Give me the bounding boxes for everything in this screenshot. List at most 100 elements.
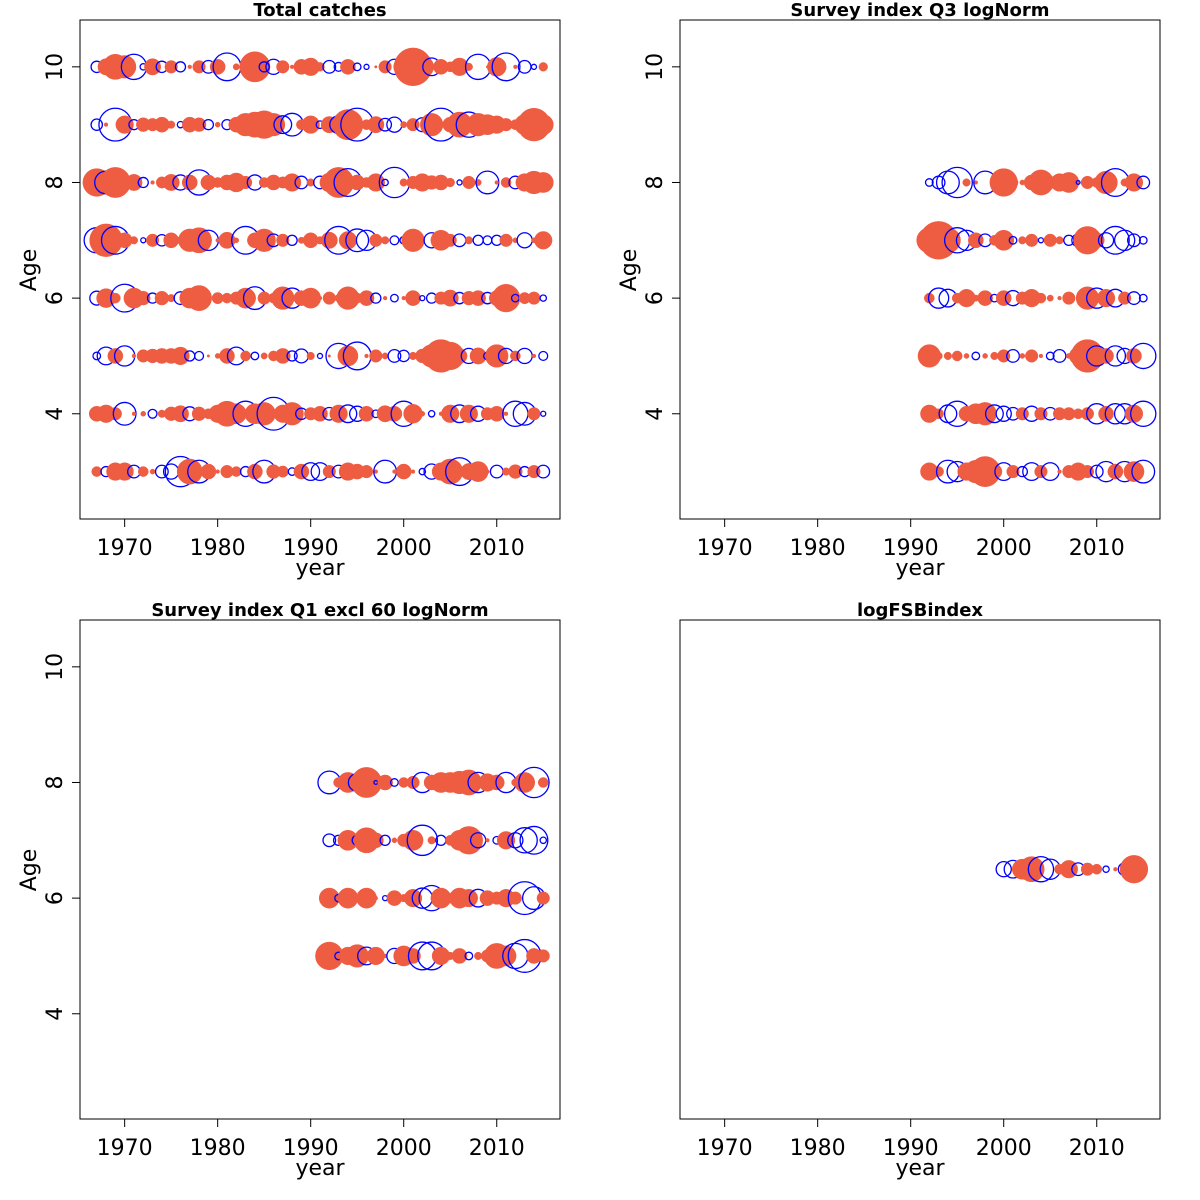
bubble [131,411,137,416]
bubble [470,290,486,306]
bubble [90,118,104,131]
bubble [286,350,298,362]
x-tick-label: 1980 [190,1136,246,1161]
bubble [392,469,397,474]
bubble [1018,856,1045,883]
y-tick-label: 6 [643,291,668,305]
bubble [92,351,102,361]
x-axis-label: year [895,1156,945,1181]
bubble [176,458,203,485]
bubble [1038,353,1044,359]
x-tick-label: 1970 [697,536,753,561]
bubble [1006,465,1020,479]
bubble [488,405,505,422]
bubble [459,404,478,423]
bubble [164,60,178,74]
bubble [464,951,474,961]
bubble [437,458,464,485]
bubble [491,284,521,313]
bubble [378,60,392,74]
bubble [500,177,512,188]
bubble [539,836,548,845]
plot-frame [79,619,561,1120]
bubble [306,351,315,360]
bubble [140,237,147,244]
bubble [356,887,377,909]
bubble [239,51,271,83]
bubble [1097,232,1115,249]
bubble [214,121,221,128]
bubble [150,180,155,185]
x-tick-label: 2010 [469,536,525,561]
bubble [532,114,554,135]
y-axis-label: Age [17,249,42,292]
bubble [366,946,385,966]
bubble [399,178,408,187]
x-tick-label: 2010 [1069,536,1125,561]
plot-frame [679,619,1161,1120]
bubble [149,468,156,475]
bubble [927,287,950,309]
bubble [451,948,468,964]
bubble [1035,292,1047,304]
bubble [363,63,370,71]
y-tick-label: 10 [643,53,668,81]
x-tick-label: 2000 [976,536,1032,561]
bubble [510,350,521,362]
bubble [508,464,523,479]
bubble [499,233,513,247]
bubble [951,350,963,362]
bubble [513,64,518,69]
bubble [146,233,160,247]
bubble [327,354,331,358]
bubble [315,62,325,72]
bubble [1046,294,1054,302]
x-tick-label: 1970 [697,1136,753,1161]
bubble [381,352,389,360]
bubble [491,52,521,82]
bubble [514,772,535,793]
bubble [455,769,482,796]
chart-title: logFSBindex [857,600,983,621]
bubble [990,351,999,360]
bubble [451,348,468,364]
chart-title: Survey index Q1 excl 60 logNorm [151,600,488,621]
bubble [538,62,548,72]
bubble [1127,233,1141,248]
bubble [962,178,971,187]
x-tick-label: 1990 [883,536,939,561]
bubble [1025,233,1039,247]
bubble [508,891,522,905]
bubble [1127,291,1141,306]
bubble [382,295,388,301]
bubble [337,345,359,367]
bubble [532,172,554,193]
bubble [419,294,426,302]
y-tick-label: 4 [43,1007,68,1021]
bubble [495,945,517,967]
bubble [137,176,149,189]
bubble [389,293,399,303]
bubble [300,287,322,309]
y-tick-label: 8 [643,175,668,189]
bubble [301,115,320,134]
bubble [1080,407,1094,421]
bubble [1088,232,1105,249]
bubble [320,231,338,249]
x-tick-label: 1980 [190,536,246,561]
bubble [280,402,304,426]
y-axis-label: Age [617,249,642,292]
y-tick-label: 10 [43,653,68,681]
bubble [924,178,934,187]
bubble [389,778,399,787]
bubble [113,55,137,79]
bubble [933,466,944,477]
bubble [1094,170,1118,195]
bubble [963,353,970,359]
x-tick-label: 1990 [283,536,339,561]
bubble [232,63,240,71]
bubble [136,290,151,306]
bubble [368,832,384,849]
bubble [1007,177,1019,188]
